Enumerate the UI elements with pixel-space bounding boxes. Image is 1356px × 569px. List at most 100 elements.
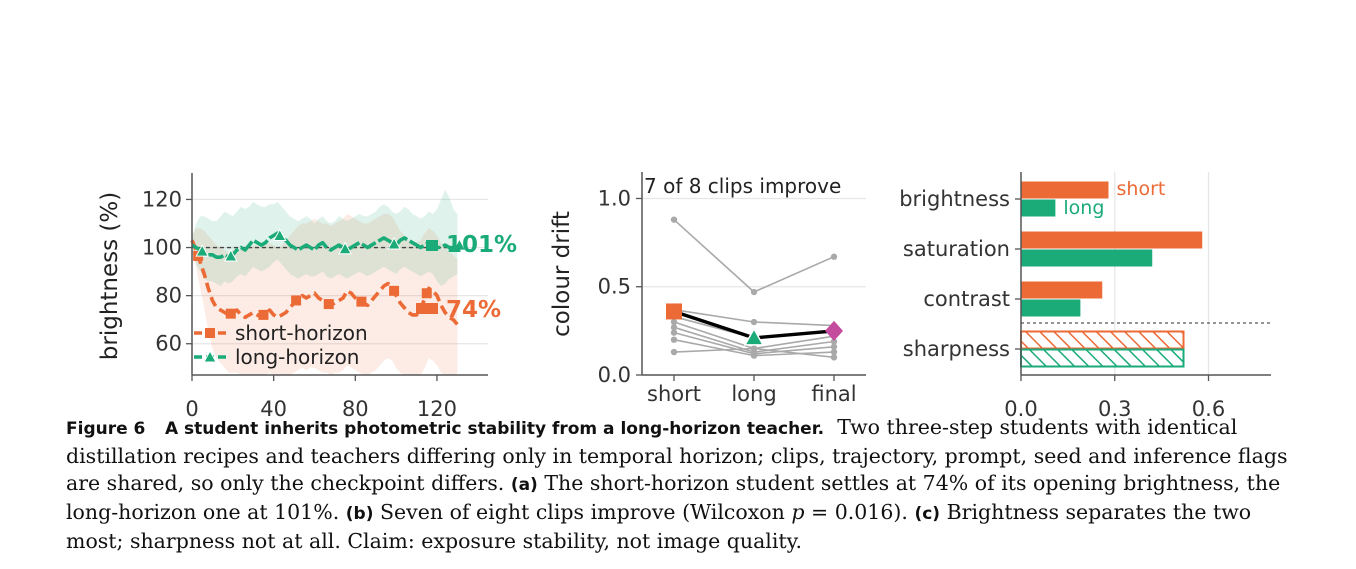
marker-long-horizon bbox=[223, 248, 238, 262]
clip-line-1 bbox=[673, 219, 835, 293]
ytick-label-contrast: contrast bbox=[923, 287, 1010, 311]
trajectory-point-short bbox=[666, 303, 682, 320]
panel-a-ylabel: brightness (%) bbox=[97, 192, 123, 360]
bar-short-contrast bbox=[1021, 281, 1103, 299]
panel-b-ticks: short long final 0.0 0.5 1.0 bbox=[598, 186, 857, 406]
marker-long-horizon bbox=[272, 228, 287, 242]
marker-long-horizon bbox=[387, 236, 401, 250]
ytick-label-80: 80 bbox=[155, 284, 182, 308]
clip-point-7-final bbox=[830, 348, 838, 356]
panel-a-series-lines bbox=[190, 231, 459, 326]
panel-b-title: 7 of 8 clips improve bbox=[644, 174, 841, 198]
band-long-horizon bbox=[192, 189, 458, 286]
caption-p-symbol: p bbox=[791, 500, 805, 524]
band-short-horizon bbox=[192, 213, 458, 375]
xtick-label-0.3: 0.3 bbox=[1098, 397, 1131, 421]
ytick-label-60: 60 bbox=[155, 332, 182, 356]
clip-point-7-long bbox=[750, 352, 758, 359]
clip-point-7-short bbox=[670, 336, 678, 343]
marker-long-horizon bbox=[452, 238, 467, 251]
trajectory-point-long bbox=[743, 327, 765, 346]
xtick-label-0.6: 0.6 bbox=[1192, 397, 1225, 421]
xtick-label-0: 0 bbox=[185, 397, 198, 421]
panel-a-legend: short-horizon long-horizon bbox=[194, 321, 368, 369]
clip-point-2-long bbox=[750, 318, 758, 326]
ytick-label-0.5: 0.5 bbox=[598, 275, 631, 299]
caption-panel-b-text: Seven of eight clips improve (Wilcoxon bbox=[380, 500, 785, 524]
caption-title: A student inherits photometric stability… bbox=[164, 419, 825, 439]
caption-panel-b-label: (b) bbox=[345, 504, 374, 524]
xtick-label-final: final bbox=[811, 382, 856, 406]
clip-point-6-final bbox=[830, 343, 838, 350]
end-marker-short-horizon bbox=[416, 303, 438, 314]
bar-long-saturation bbox=[1021, 249, 1153, 267]
marker-long-horizon bbox=[338, 241, 352, 255]
bar-short-saturation bbox=[1021, 231, 1203, 249]
panel-a-confidence-bands bbox=[192, 189, 458, 375]
legend-long-label-inline: long bbox=[1063, 197, 1104, 219]
legend-short-label: short-horizon bbox=[235, 321, 368, 345]
ytick-label-0.0: 0.0 bbox=[598, 363, 631, 387]
end-marker-long-horizon bbox=[426, 240, 438, 251]
legend-long-marker bbox=[203, 349, 217, 363]
ytick-label-120: 120 bbox=[142, 187, 182, 211]
legend-short-label-inline: short bbox=[1117, 178, 1166, 200]
marker-short-horizon bbox=[225, 308, 236, 319]
legend-long-label: long-horizon bbox=[235, 345, 359, 369]
ytick-label-saturation: saturation bbox=[903, 237, 1010, 261]
xtick-label-40: 40 bbox=[260, 397, 287, 421]
marker-long-horizon bbox=[195, 244, 210, 257]
marker-short-horizon bbox=[291, 295, 302, 306]
panel-c-axes bbox=[1020, 172, 1271, 376]
caption-panel-b-value: = 0.016). bbox=[811, 500, 908, 524]
series-end-label-short: 74% bbox=[446, 297, 501, 323]
ytick-label-1.0: 1.0 bbox=[598, 186, 631, 210]
panel-b-ylabel: colour drift bbox=[549, 211, 575, 337]
bar-short-brightness bbox=[1021, 181, 1109, 199]
series-end-label-long: 101% bbox=[446, 232, 517, 258]
caption-panel-a-text: The short-horizon student settles at 74%… bbox=[66, 471, 1281, 524]
xtick-label-80: 80 bbox=[342, 397, 369, 421]
caption-panel-a-label: (a) bbox=[510, 475, 538, 495]
series-line-short-horizon bbox=[190, 239, 459, 326]
ytick-label-sharpness: sharpness bbox=[903, 337, 1010, 361]
panel-a-axes bbox=[191, 173, 488, 376]
caption-figure-label: Figure 6 bbox=[66, 419, 146, 439]
clip-point-1-short bbox=[670, 216, 678, 223]
marker-short-horizon bbox=[258, 309, 269, 320]
panel-c-bars bbox=[1020, 181, 1203, 368]
ytick-label-100: 100 bbox=[142, 236, 182, 260]
panel-c-ticks: brightness saturation contrast sharpness 0.0… bbox=[899, 187, 1225, 421]
bar-long-sharpness bbox=[1020, 348, 1185, 368]
clip-point-6-short bbox=[670, 329, 678, 336]
panel-a-brightness-chart: 0 40 80 120 60 80 100 120 brightness (%) 101% 7… bbox=[97, 173, 517, 421]
bar-long-contrast bbox=[1021, 299, 1081, 317]
caption-panel-c-text: Brightness separates the two most; sharp… bbox=[66, 500, 1252, 553]
panel-a-ticks: 0 40 80 120 60 80 100 120 bbox=[142, 187, 457, 421]
bar-long-brightness bbox=[1021, 199, 1056, 217]
xtick-label-long: long bbox=[731, 382, 776, 406]
marker-short-horizon bbox=[421, 288, 432, 299]
clip-point-1-long bbox=[750, 288, 758, 296]
marker-short-horizon bbox=[389, 285, 400, 296]
caption-panel-c-label: (c) bbox=[914, 504, 941, 524]
series-line-long-horizon bbox=[191, 231, 459, 259]
trajectory-point-final bbox=[825, 320, 843, 341]
figure-caption: Figure 6 A student inherits photometric … bbox=[66, 414, 1292, 555]
clip-point-4-short bbox=[670, 318, 678, 326]
panel-a-series-markers bbox=[193, 228, 467, 320]
xtick-label-120: 120 bbox=[417, 397, 457, 421]
marker-short-horizon bbox=[356, 296, 367, 307]
panel-b-colour-drift-chart: short long final 0.0 0.5 1.0 colour drift 7 o… bbox=[549, 172, 866, 406]
bar-short-sharpness bbox=[1020, 330, 1185, 350]
panel-b-trajectory bbox=[666, 303, 843, 346]
marker-short-horizon bbox=[323, 299, 334, 310]
clip-point-5-final bbox=[830, 338, 838, 345]
caption-intro: Two three-step students with identical d… bbox=[66, 415, 1288, 495]
legend-short-marker bbox=[205, 328, 215, 338]
clip-point-5-short bbox=[670, 324, 678, 331]
xtick-label-short: short bbox=[647, 382, 701, 406]
clip-point-8-short bbox=[670, 348, 678, 356]
clip-point-1-final bbox=[830, 253, 838, 260]
